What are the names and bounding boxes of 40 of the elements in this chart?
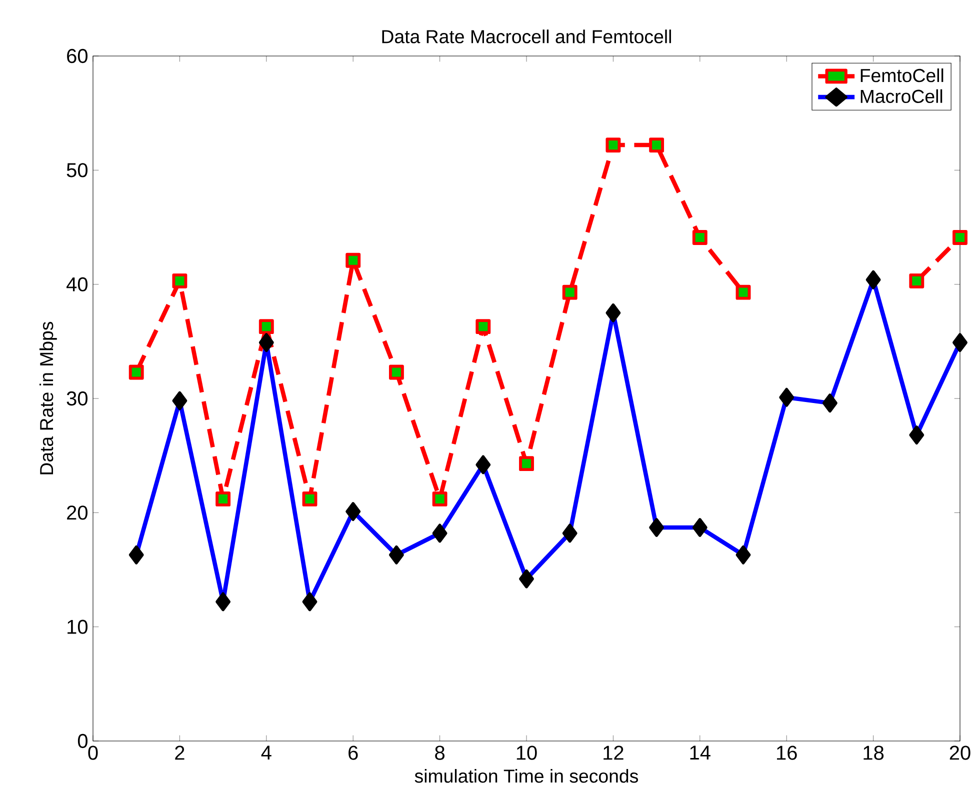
point [172,273,188,288]
point [476,319,491,334]
x-tick-label: 20 [950,746,970,760]
point [432,492,448,506]
point [952,230,968,245]
x-tick-label: 10 [516,746,537,760]
point [388,364,404,380]
point [258,319,274,334]
point [649,138,664,153]
point [562,284,578,300]
point [216,492,231,506]
y-tick-label: 10 [68,620,88,634]
x-tick-label: 0 [88,746,98,760]
y-axis-title: Data Rate in Mbps [39,322,57,474]
y-tick-label: 0 [78,734,88,748]
point [519,456,534,472]
y-tick-label: 30 [66,391,88,406]
legend-label: MacroCell [860,89,942,104]
point [606,138,621,153]
chart-title: Data Rate Macrocell and Femtocell [382,30,671,44]
point [302,492,318,506]
y-tick-label: 40 [66,277,88,292]
x-tick-label: 16 [777,746,797,760]
point [736,284,751,300]
x-axis-title: simulation Time in seconds [414,769,638,783]
point [692,230,708,245]
point [128,364,144,380]
y-tick-label: 20 [67,506,88,520]
x-tick-label: 12 [604,746,624,760]
x-tick-label: 14 [690,746,710,760]
y-tick-label: 50 [66,163,88,178]
point [346,252,361,268]
x-tick-label: 2 [175,746,184,760]
y-tick-label: 60 [67,48,88,64]
x-tick-label: 4 [261,746,272,760]
point [909,273,924,288]
x-tick-label: 8 [435,746,444,760]
x-tick-label: 18 [864,746,884,760]
x-tick-label: 6 [348,746,358,760]
legend-label: FemtoCell [860,68,944,82]
